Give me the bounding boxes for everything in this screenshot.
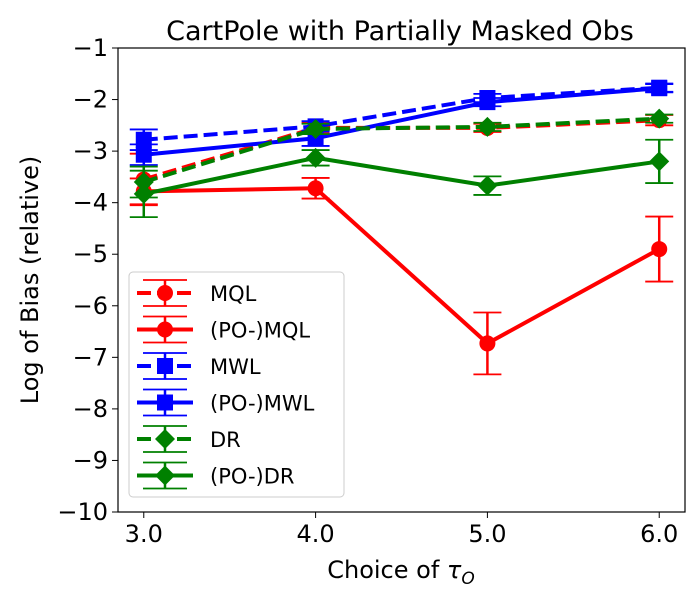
series-line	[143, 116, 660, 184]
legend-label: MQL	[210, 282, 257, 306]
y-tick-label: −5	[73, 240, 108, 268]
y-tick-label: −2	[73, 86, 108, 114]
legend-label: (PO-)MQL	[210, 319, 310, 343]
data-point	[651, 241, 668, 258]
legend-label: DR	[210, 428, 241, 452]
data-point	[649, 108, 670, 129]
axis-ticks: 3.0 4.0 5.0 6.0 −1 −2 −3 −4 −5 −6 −7 −8 −9 −10	[57, 34, 678, 548]
data-point	[477, 116, 498, 137]
plot-frame	[117, 47, 686, 513]
series--po-mwl	[129, 80, 674, 166]
x-tick-label: 6.0	[640, 520, 678, 548]
data-point	[477, 175, 498, 196]
legend-marker	[157, 285, 173, 301]
y-tick-label: −1	[73, 34, 108, 62]
y-tick-label: −6	[73, 292, 108, 320]
x-tick-label: 5.0	[468, 520, 506, 548]
y-tick-label: −9	[73, 446, 108, 474]
x-axis-label-prefix: Choice of	[327, 556, 447, 584]
data-point	[479, 94, 496, 111]
data-point	[305, 118, 326, 139]
data-point	[649, 151, 670, 172]
y-tick-label: −8	[73, 395, 108, 423]
series-line	[143, 186, 661, 346]
y-tick-label: −4	[73, 189, 108, 217]
data-point	[307, 180, 324, 197]
series--po-mql	[129, 177, 674, 376]
y-tick-label: −7	[73, 343, 108, 371]
y-tick-label: −10	[57, 498, 108, 526]
x-axis-label-symbol: τ	[447, 556, 462, 584]
legend-entry: (PO-)DR	[137, 461, 295, 490]
data-point	[135, 146, 152, 163]
x-tick-label: 3.0	[125, 520, 163, 548]
series--po-dr	[129, 138, 674, 219]
legend: MQL (PO-)MQL MWL (PO-)MWL DR (PO-)DR	[128, 271, 345, 498]
x-axis-label-subscript: O	[461, 569, 474, 589]
legend-entry: MWL	[137, 352, 261, 380]
series-layer	[129, 79, 674, 376]
data-point	[479, 335, 496, 352]
y-axis-label: Log of Bias (relative)	[16, 156, 44, 404]
legend-entry: (PO-)MQL	[137, 315, 310, 344]
legend-label: (PO-)DR	[210, 465, 295, 489]
legend-marker	[157, 321, 173, 338]
plot-area: 3.0 4.0 5.0 6.0 −1 −2 −3 −4 −5 −6 −7 −8 −9 −10	[57, 34, 686, 548]
legend-label: MWL	[210, 355, 261, 379]
chart-title: CartPole with Partially Masked Obs	[166, 16, 634, 47]
data-point	[305, 147, 326, 168]
legend-entry: (PO-)MWL	[137, 388, 315, 417]
legend-marker	[155, 465, 175, 486]
legend-entry: DR	[137, 425, 241, 453]
y-tick-label: −3	[73, 137, 108, 165]
legend-entry: MQL	[137, 279, 257, 307]
series-line	[143, 86, 660, 157]
data-point	[133, 183, 154, 204]
legend-marker	[157, 358, 173, 374]
x-tick-label: 4.0	[297, 520, 335, 548]
data-point	[651, 80, 668, 97]
series-line	[143, 155, 660, 196]
legend-label: (PO-)MWL	[210, 392, 315, 416]
x-axis-label: Choice of τO	[327, 556, 475, 589]
legend-marker	[157, 394, 173, 411]
series-mwl	[129, 79, 674, 151]
legend-marker	[155, 429, 175, 449]
series-line	[143, 85, 660, 142]
